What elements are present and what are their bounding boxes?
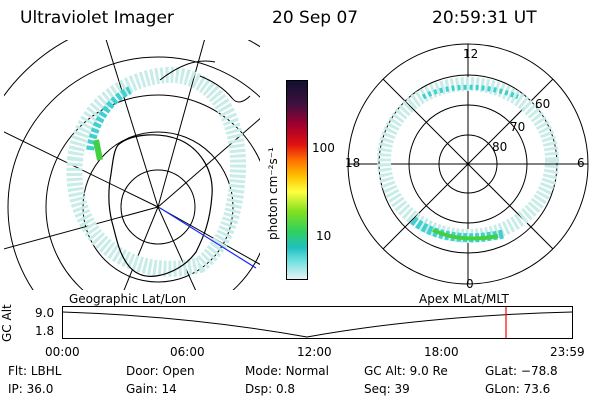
info-mode: Mode: Normal bbox=[245, 364, 329, 378]
altitude-xtick: 18:00 bbox=[424, 345, 459, 359]
apex-caption: Apex MLat/MLT bbox=[419, 292, 509, 306]
mlt-label-18: 18 bbox=[345, 156, 361, 170]
altitude-curve bbox=[62, 311, 573, 338]
satellite-track bbox=[159, 207, 257, 269]
meridian bbox=[157, 206, 197, 290]
geographic-map bbox=[4, 40, 260, 290]
polar-aurora-peak bbox=[432, 228, 499, 241]
aurora-bright bbox=[86, 86, 132, 151]
altitude-xtick: 06:00 bbox=[170, 345, 205, 359]
info-glon: GLon: 73.6 bbox=[485, 382, 551, 396]
aurora-oval bbox=[66, 66, 247, 277]
altitude-xtick: 12:00 bbox=[297, 345, 332, 359]
coastline-fragment bbox=[159, 60, 216, 81]
colorbar-tick-100: 100 bbox=[312, 141, 335, 155]
mlat-label-60: 60 bbox=[535, 97, 551, 111]
info-glat: GLat: −78.8 bbox=[485, 364, 558, 378]
colorbar-label: photon cm⁻²s⁻¹ bbox=[266, 147, 280, 240]
lat-circle bbox=[7, 56, 260, 290]
mlat-label-70: 70 bbox=[510, 120, 526, 134]
instrument-title: Ultraviolet Imager bbox=[20, 8, 174, 28]
meridian bbox=[157, 117, 260, 208]
lat-circle bbox=[45, 94, 260, 290]
polar-aurora-oval bbox=[377, 77, 559, 243]
time-label: 20:59:31 UT bbox=[432, 8, 537, 28]
antarctica-coastline bbox=[108, 134, 213, 277]
altitude-ytick-max: 9.0 bbox=[35, 306, 55, 320]
meridian bbox=[123, 206, 159, 290]
meridian bbox=[157, 40, 205, 208]
altitude-strip-frame bbox=[62, 306, 573, 339]
meridian bbox=[4, 206, 159, 250]
info-flt: Flt: LBHL bbox=[8, 364, 62, 378]
altitude-xtick: 00:00 bbox=[45, 345, 80, 359]
info-door: Door: Open bbox=[126, 364, 195, 378]
lat-circle bbox=[120, 169, 196, 245]
colorbar-tick-10: 10 bbox=[316, 229, 332, 243]
mlt-label-6: 6 bbox=[577, 156, 585, 170]
altitude-strip bbox=[62, 306, 573, 339]
mlat-label-80: 80 bbox=[492, 140, 508, 154]
info-dsp: Dsp: 0.8 bbox=[245, 382, 296, 396]
date-label: 20 Sep 07 bbox=[272, 8, 359, 28]
altitude-ytick-min: 1.8 bbox=[35, 324, 55, 338]
colorbar bbox=[286, 80, 308, 280]
altitude-ylabel: GC Alt bbox=[0, 304, 14, 342]
info-ip: IP: 36.0 bbox=[8, 382, 54, 396]
aurora-peak bbox=[93, 139, 103, 161]
geographic-caption: Geographic Lat/Lon bbox=[69, 292, 187, 306]
info-gc-alt: GC Alt: 9.0 Re bbox=[364, 364, 448, 378]
info-seq: Seq: 39 bbox=[364, 382, 410, 396]
altitude-xtick: 23:59 bbox=[550, 345, 585, 359]
mlt-label-0: 0 bbox=[466, 277, 474, 291]
coastline-fragment bbox=[199, 75, 251, 103]
info-gain: Gain: 14 bbox=[126, 382, 177, 396]
meridian bbox=[105, 40, 159, 208]
polar-plot bbox=[347, 43, 589, 285]
mlt-label-12: 12 bbox=[463, 47, 479, 61]
